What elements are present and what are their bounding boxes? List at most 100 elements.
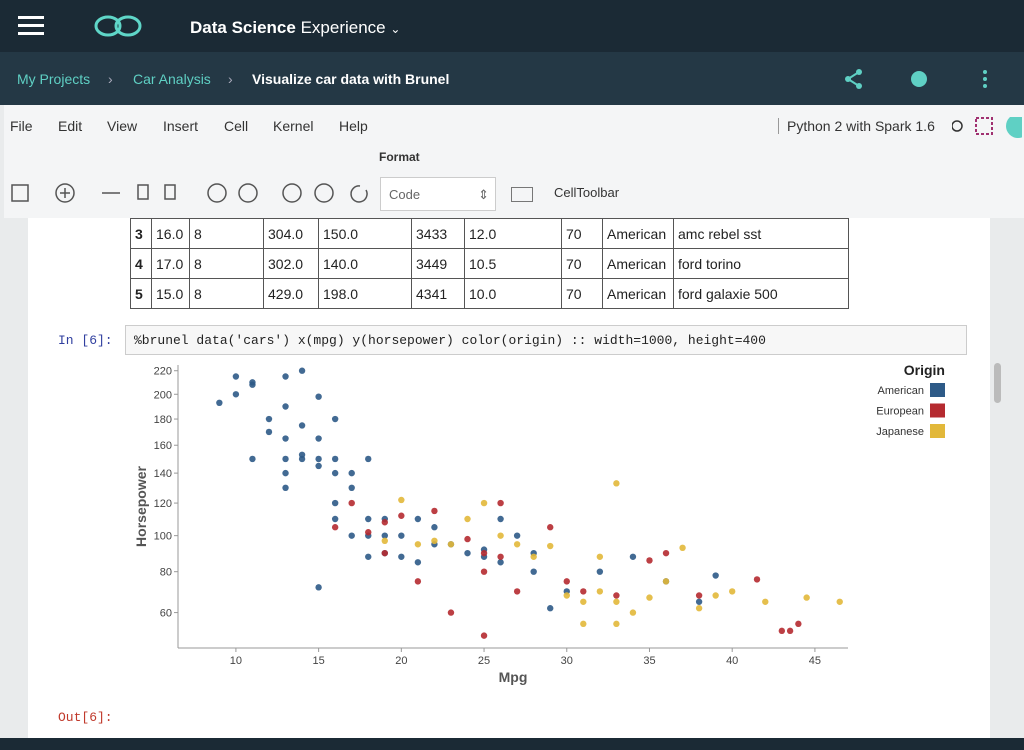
point xyxy=(431,507,438,515)
point xyxy=(414,559,422,566)
menu-icon[interactable] xyxy=(18,14,46,38)
point xyxy=(265,428,273,436)
code-input[interactable]: %brunel data('cars') x(mpg) y(horsepower… xyxy=(125,325,967,355)
point xyxy=(497,515,504,523)
point xyxy=(348,499,355,507)
y-tick-label: 140 xyxy=(154,468,172,480)
legend-swatch[interactable] xyxy=(930,383,945,397)
point xyxy=(431,524,438,531)
table-cell: ford torino xyxy=(673,248,849,279)
point xyxy=(331,524,339,531)
point xyxy=(398,532,405,539)
header-icons[interactable] xyxy=(845,69,995,89)
point xyxy=(613,620,620,628)
point xyxy=(795,620,802,628)
breadcrumb-bar: My Projects › Car Analysis › Visualize c… xyxy=(0,52,1024,105)
point xyxy=(398,496,405,504)
point xyxy=(596,553,604,560)
table-cell: 70 xyxy=(561,218,603,249)
point xyxy=(414,578,422,585)
point xyxy=(480,632,488,639)
cell-type-select[interactable]: Code ⇕ xyxy=(380,177,496,211)
menu-item[interactable]: Insert xyxy=(163,118,199,134)
legend-swatch[interactable] xyxy=(930,424,945,438)
point xyxy=(596,568,604,575)
point xyxy=(331,415,339,423)
x-tick-label: 30 xyxy=(561,655,573,667)
table-row: 4 17.0 8 302.0 140.0 3449 10.5 70 American ford t… xyxy=(130,248,849,279)
notebook: 3 16.0 8 304.0 150.0 3433 12.0 70 American amc re… xyxy=(28,218,1001,738)
table-cell: 15.0 xyxy=(151,278,190,309)
keyboard-icon[interactable] xyxy=(511,187,533,202)
menu-item[interactable]: File xyxy=(10,118,33,134)
point xyxy=(497,532,504,539)
point xyxy=(613,592,620,599)
y-tick-label: 200 xyxy=(154,389,172,401)
table-cell: 12.0 xyxy=(464,218,562,249)
point xyxy=(381,519,388,526)
menu-item[interactable]: Cell xyxy=(224,118,249,134)
brand[interactable]: Data Science Experience ⌄ xyxy=(190,18,401,37)
point xyxy=(265,415,273,423)
point xyxy=(547,524,554,531)
cell-toolbar[interactable]: CellToolbar xyxy=(554,185,620,200)
point xyxy=(249,381,256,388)
table-cell: 70 xyxy=(561,278,603,309)
x-tick-label: 40 xyxy=(726,655,738,667)
point xyxy=(365,553,372,560)
point xyxy=(398,512,405,519)
table-cell: 8 xyxy=(189,248,264,279)
bottom-bar xyxy=(0,738,1024,750)
point xyxy=(447,609,455,616)
point xyxy=(431,537,438,545)
menu-item[interactable]: Kernel xyxy=(273,118,314,134)
legend-label[interactable]: Japanese xyxy=(876,426,924,438)
point xyxy=(836,598,843,605)
table-cell: 17.0 xyxy=(151,248,190,279)
legend-label[interactable]: European xyxy=(876,406,924,418)
menu-format[interactable]: Format xyxy=(379,150,420,164)
point xyxy=(365,455,372,463)
table-cell: 304.0 xyxy=(263,218,319,249)
point xyxy=(547,605,554,612)
point xyxy=(381,537,388,545)
point xyxy=(662,578,670,585)
table-cell: 150.0 xyxy=(318,218,412,249)
point xyxy=(282,455,289,463)
point xyxy=(563,578,570,585)
menu-item[interactable]: Help xyxy=(339,118,368,134)
legend-swatch[interactable] xyxy=(930,403,945,418)
table-cell: 8 xyxy=(189,218,264,249)
point xyxy=(596,588,604,595)
breadcrumb-link[interactable]: My Projects xyxy=(17,71,91,87)
point xyxy=(464,549,471,557)
separator: › xyxy=(108,71,113,87)
point xyxy=(646,594,653,601)
out-prompt: Out[6]: xyxy=(58,710,113,725)
point xyxy=(282,469,289,477)
menu-item[interactable]: View xyxy=(107,118,138,134)
point xyxy=(530,568,537,575)
toolbar-icons[interactable] xyxy=(10,181,380,207)
point xyxy=(786,627,794,635)
point xyxy=(580,620,587,628)
point xyxy=(414,541,422,548)
point xyxy=(563,592,570,599)
point xyxy=(216,399,223,407)
point xyxy=(414,515,422,523)
row-index: 3 xyxy=(130,218,152,249)
point xyxy=(547,542,554,550)
table-cell: 10.0 xyxy=(464,278,562,309)
scrollbar[interactable] xyxy=(994,363,1001,403)
breadcrumb-link[interactable]: Car Analysis xyxy=(133,71,211,87)
point xyxy=(331,515,339,523)
point xyxy=(365,515,372,523)
point xyxy=(753,576,761,583)
x-tick-label: 45 xyxy=(809,655,821,667)
menu-item[interactable]: Edit xyxy=(58,118,83,134)
point xyxy=(381,532,388,539)
breadcrumb-current: Visualize car data with Brunel xyxy=(252,71,450,87)
top-bar: Data Science Experience ⌄ xyxy=(0,0,1024,52)
legend-label[interactable]: American xyxy=(878,385,924,397)
